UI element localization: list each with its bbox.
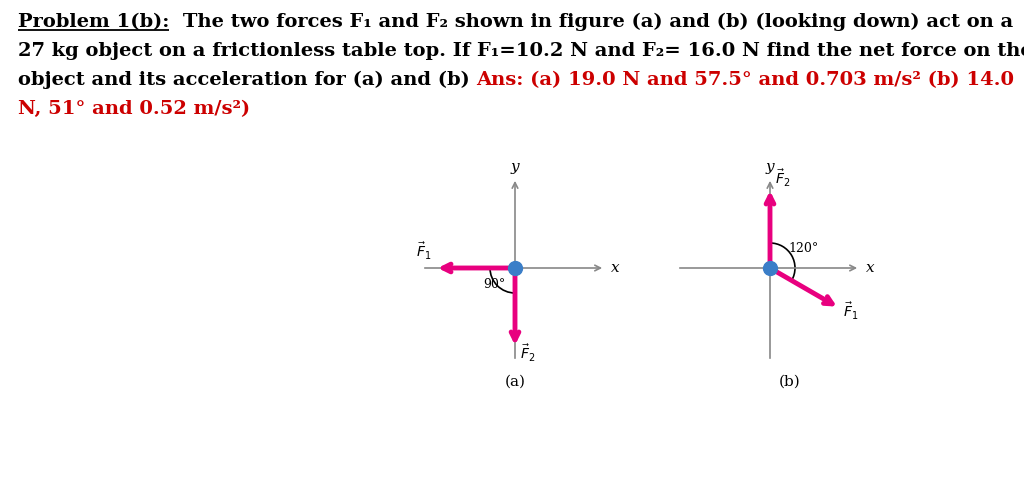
- Text: Ans: (a) 19.0 N and 57.5° and 0.703 m/s² (b) 14.0: Ans: (a) 19.0 N and 57.5° and 0.703 m/s²…: [476, 71, 1015, 89]
- Text: $\vec{F}_1$: $\vec{F}_1$: [844, 301, 859, 322]
- Text: Problem 1(b):  The two forces F₁ and F₂ shown in figure (a) and (b) (looking dow: Problem 1(b): The two forces F₁ and F₂ s…: [18, 13, 1014, 31]
- Text: x: x: [866, 261, 874, 275]
- Text: 27 kg object on a frictionless table top. If F₁=10.2 N and F₂= 16.0 N find the n: 27 kg object on a frictionless table top…: [18, 42, 1024, 60]
- Text: 120°: 120°: [788, 242, 818, 255]
- Text: 90°: 90°: [483, 278, 505, 291]
- Text: (b): (b): [779, 375, 801, 389]
- Text: $\vec{F}_1$: $\vec{F}_1$: [416, 241, 431, 263]
- Text: x: x: [611, 261, 620, 275]
- Text: $\vec{F}_2$: $\vec{F}_2$: [520, 344, 536, 364]
- Text: object and its acceleration for (a) and (b): object and its acceleration for (a) and …: [18, 71, 476, 89]
- Text: (a): (a): [505, 375, 525, 389]
- Text: y: y: [766, 160, 774, 174]
- Text: $\vec{F}_2$: $\vec{F}_2$: [775, 169, 791, 190]
- Text: y: y: [511, 160, 519, 174]
- Text: N, 51° and 0.52 m/s²): N, 51° and 0.52 m/s²): [18, 100, 250, 118]
